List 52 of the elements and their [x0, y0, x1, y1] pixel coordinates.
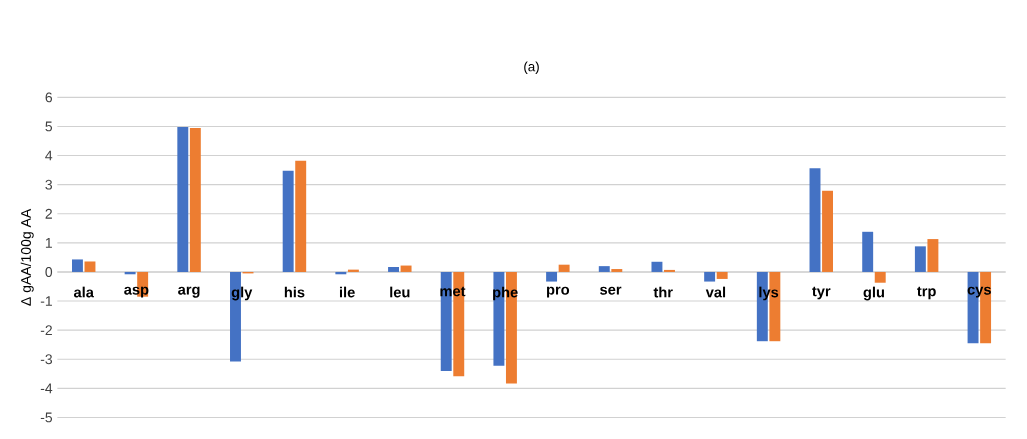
- bar: [189, 128, 201, 273]
- bar: [400, 265, 412, 273]
- bar: [809, 168, 821, 273]
- bar: [71, 259, 83, 273]
- y-tick-label: -1: [40, 296, 52, 306]
- chart-title: (a): [524, 61, 539, 75]
- y-tick-label: 2: [45, 208, 52, 219]
- bar: [388, 267, 399, 273]
- x-tick-label: arg: [178, 286, 200, 298]
- x-tick-label: leu: [390, 286, 410, 298]
- y-tick-label: -3: [40, 354, 53, 365]
- y-tick-label: -2: [40, 325, 52, 336]
- y-tick-label: -5: [40, 412, 53, 423]
- bar: [704, 272, 716, 282]
- x-tick-label: met: [440, 286, 466, 297]
- x-tick-label: thr: [653, 286, 673, 298]
- x-tick-label: val: [705, 286, 726, 298]
- y-tick-label: 4: [45, 150, 53, 161]
- bar: [546, 272, 558, 282]
- y-axis-title: Δ gAA/100g AA: [20, 208, 34, 306]
- x-tick-label: glu: [863, 286, 884, 301]
- bar: [282, 170, 294, 273]
- bar: [914, 246, 926, 273]
- y-tick-label: 6: [45, 92, 53, 103]
- y-tick-label: -4: [40, 383, 53, 394]
- x-tick-label: pro: [547, 286, 570, 298]
- bar: [822, 190, 834, 273]
- x-tick-label: ile: [339, 286, 355, 298]
- bar: [874, 272, 886, 283]
- x-tick-label: cys: [967, 286, 991, 298]
- x-tick-label: ser: [600, 286, 622, 295]
- x-tick-label: tyr: [812, 286, 831, 300]
- bar: [558, 264, 570, 273]
- y-tick-label: 5: [45, 121, 53, 132]
- x-tick-label: phe: [493, 286, 518, 301]
- y-tick-label: 3: [45, 179, 53, 190]
- bar: [177, 127, 189, 273]
- bar: [295, 160, 307, 273]
- x-tick-label: trp: [917, 286, 936, 300]
- x-tick-label: lys: [759, 286, 779, 301]
- x-tick-label: his: [284, 286, 305, 298]
- x-tick-label: ala: [73, 286, 94, 298]
- bar: [927, 239, 939, 273]
- y-tick-label: 0: [45, 267, 53, 278]
- bar: [84, 261, 96, 273]
- bar: [598, 266, 610, 273]
- bar: [716, 272, 728, 280]
- bar: [862, 231, 874, 273]
- y-tick-label: 1: [45, 238, 52, 248]
- bar: [611, 269, 623, 273]
- bar: [664, 270, 675, 273]
- bar: [651, 261, 663, 273]
